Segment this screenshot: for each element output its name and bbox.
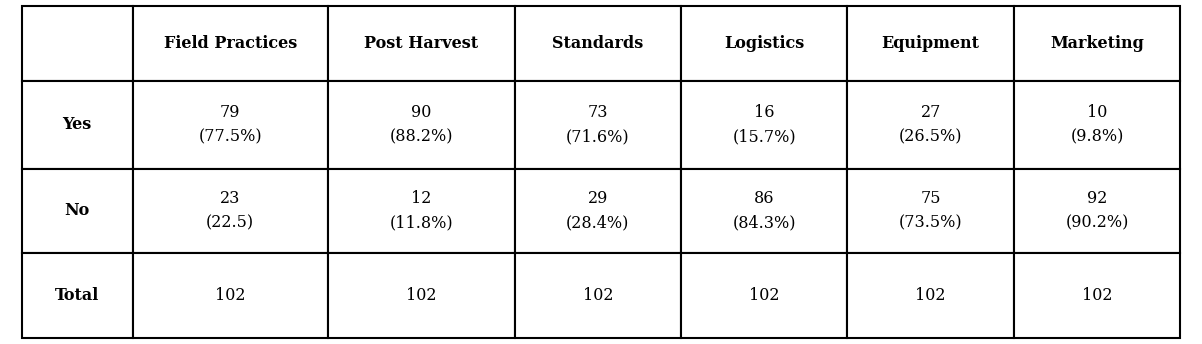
Text: 102: 102	[749, 287, 780, 304]
Text: 27
(26.5%): 27 (26.5%)	[899, 104, 963, 146]
Bar	[847, 81, 1014, 169]
Bar	[514, 81, 682, 169]
Bar	[847, 253, 1014, 338]
Bar	[682, 81, 847, 169]
Text: Logistics: Logistics	[724, 35, 804, 52]
Bar	[328, 6, 514, 81]
Bar	[22, 81, 132, 169]
Bar	[22, 169, 132, 253]
Bar	[682, 253, 847, 338]
Text: 102: 102	[583, 287, 613, 304]
Text: 73
(71.6%): 73 (71.6%)	[566, 104, 630, 146]
Bar	[682, 6, 847, 81]
Text: Equipment: Equipment	[882, 35, 980, 52]
Text: Marketing: Marketing	[1051, 35, 1144, 52]
Text: 102: 102	[406, 287, 436, 304]
Bar	[328, 169, 514, 253]
Text: Field Practices: Field Practices	[163, 35, 297, 52]
Bar	[514, 253, 682, 338]
Text: 102: 102	[916, 287, 946, 304]
Bar	[22, 253, 132, 338]
Bar	[22, 6, 132, 81]
Bar	[132, 6, 328, 81]
Text: 102: 102	[215, 287, 245, 304]
Text: 102: 102	[1082, 287, 1112, 304]
Text: 75
(73.5%): 75 (73.5%)	[899, 190, 963, 232]
Text: 29
(28.4%): 29 (28.4%)	[566, 190, 630, 232]
Text: 90
(88.2%): 90 (88.2%)	[389, 104, 453, 146]
Text: Yes: Yes	[63, 116, 91, 133]
Text: 10
(9.8%): 10 (9.8%)	[1071, 104, 1124, 146]
Bar	[132, 253, 328, 338]
Text: Standards: Standards	[552, 35, 643, 52]
Bar	[132, 169, 328, 253]
Bar	[514, 6, 682, 81]
Bar	[847, 6, 1014, 81]
Text: 23
(22.5): 23 (22.5)	[207, 190, 255, 232]
Text: Total: Total	[55, 287, 100, 304]
Bar	[847, 169, 1014, 253]
Bar	[328, 253, 514, 338]
Bar	[1014, 81, 1180, 169]
Bar	[514, 169, 682, 253]
Bar	[1014, 6, 1180, 81]
Text: 92
(90.2%): 92 (90.2%)	[1065, 190, 1129, 232]
Bar	[682, 169, 847, 253]
Bar	[1014, 169, 1180, 253]
Text: No: No	[65, 203, 90, 219]
Text: Post Harvest: Post Harvest	[364, 35, 478, 52]
Text: 79
(77.5%): 79 (77.5%)	[198, 104, 262, 146]
Text: 12
(11.8%): 12 (11.8%)	[389, 190, 453, 232]
Text: 86
(84.3%): 86 (84.3%)	[732, 190, 796, 232]
Text: 16
(15.7%): 16 (15.7%)	[732, 104, 796, 146]
Bar	[328, 81, 514, 169]
Bar	[132, 81, 328, 169]
Bar	[1014, 253, 1180, 338]
